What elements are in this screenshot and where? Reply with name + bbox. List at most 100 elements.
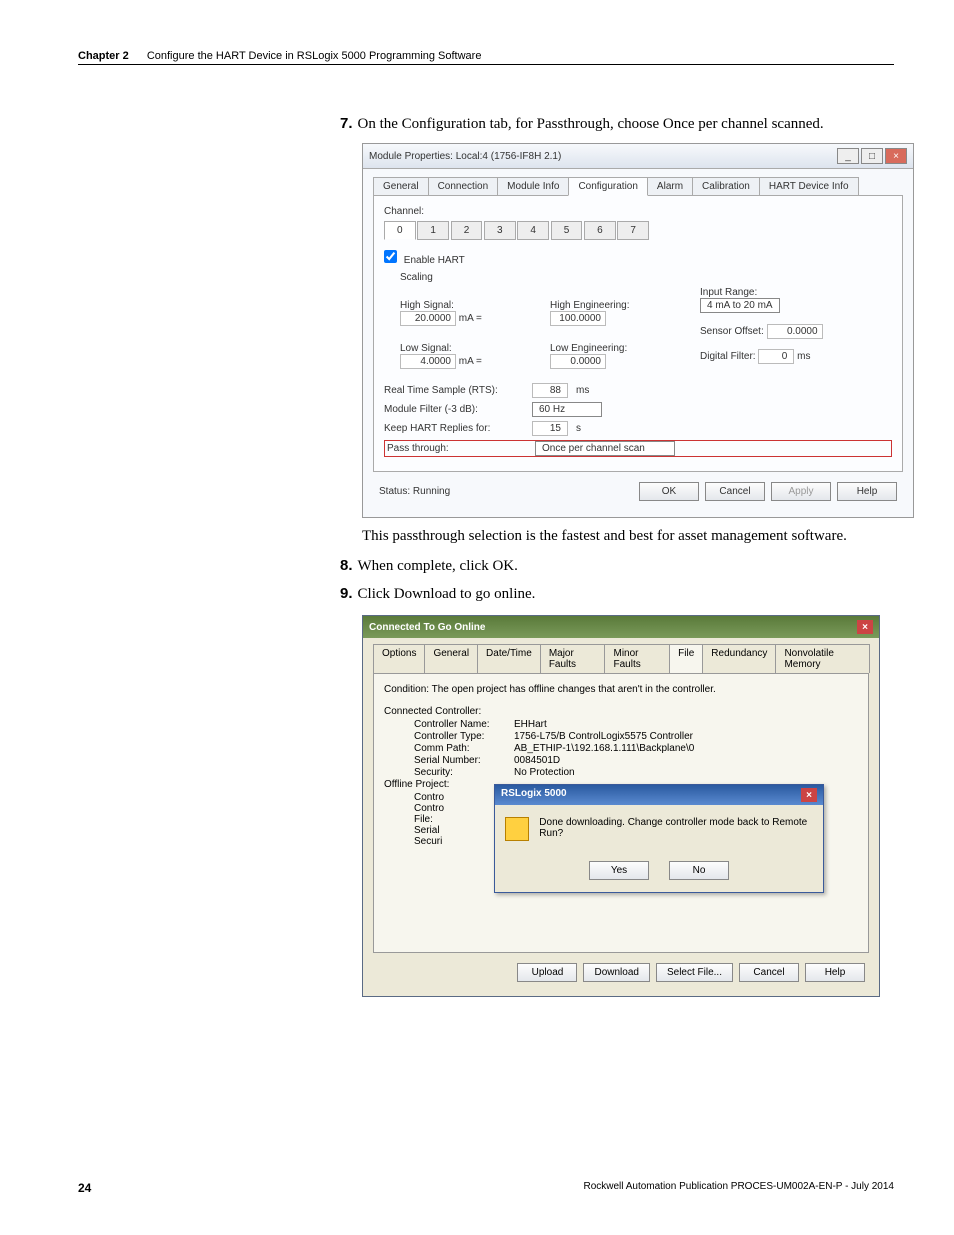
low-signal-input[interactable]: 4.0000	[400, 354, 456, 369]
step-9: 9.Click Download to go online.	[340, 585, 894, 603]
download-button[interactable]: Download	[583, 963, 649, 982]
content: 7. On the Configuration tab, for Passthro…	[340, 115, 894, 997]
tab-module-info[interactable]: Module Info	[497, 177, 569, 195]
serial-key: Serial Number:	[414, 755, 514, 766]
low-eng-input[interactable]: 0.0000	[550, 354, 606, 369]
close-button[interactable]: ×	[857, 620, 873, 634]
page-number: 24	[78, 1181, 91, 1195]
chapter-title: Configure the HART Device in RSLogix 500…	[147, 50, 482, 62]
tab-configuration[interactable]: Configuration	[568, 177, 647, 196]
window-controls: _ □ ×	[837, 148, 907, 164]
titlebar: Module Properties: Local:4 (1756-IF8H 2.…	[363, 144, 913, 169]
high-signal-label: High Signal:	[400, 300, 454, 311]
connected-info: Controller Name:EHHart Controller Type:1…	[414, 719, 858, 778]
paragraph: This passthrough selection is the fastes…	[362, 528, 894, 545]
upload-button[interactable]: Upload	[517, 963, 577, 982]
channel-3[interactable]: 3	[484, 221, 516, 240]
security-key: Security:	[414, 767, 514, 778]
module-properties-window: Module Properties: Local:4 (1756-IF8H 2.…	[362, 143, 914, 518]
input-range-select[interactable]: 4 mA to 20 mA	[700, 298, 780, 313]
digital-filter-input[interactable]: 0	[758, 349, 794, 364]
high-signal-input[interactable]: 20.0000	[400, 311, 456, 326]
help-button[interactable]: Help	[837, 482, 897, 501]
channel-6[interactable]: 6	[584, 221, 616, 240]
type-value: 1756-L75/B ControlLogix5575 Controller	[514, 731, 693, 742]
enable-hart-row: Enable HART	[384, 250, 892, 266]
channel-0[interactable]: 0	[384, 221, 416, 240]
rts-input[interactable]: 88	[532, 383, 568, 398]
tab-redundancy[interactable]: Redundancy	[702, 644, 776, 673]
msg-body: Done downloading. Change controller mode…	[495, 805, 823, 853]
connected-label: Connected Controller:	[384, 706, 858, 717]
keep-input[interactable]: 15	[532, 421, 568, 436]
tab-general[interactable]: General	[373, 177, 429, 195]
publication-id: Rockwell Automation Publication PROCES-U…	[583, 1181, 894, 1195]
channel-2[interactable]: 2	[451, 221, 483, 240]
rts-label: Real Time Sample (RTS):	[384, 385, 524, 396]
high-eng-input[interactable]: 100.0000	[550, 311, 606, 326]
enable-hart-checkbox[interactable]	[384, 250, 397, 263]
step-7: 7. On the Configuration tab, for Passthro…	[340, 115, 894, 133]
close-button[interactable]: ×	[885, 148, 907, 164]
cancel-button[interactable]: Cancel	[739, 963, 799, 982]
comm-key: Comm Path:	[414, 743, 514, 754]
chapter-label: Chapter 2	[78, 50, 129, 62]
tab-minor-faults[interactable]: Minor Faults	[604, 644, 670, 673]
status-text: Status: Running	[379, 486, 450, 497]
tab-file[interactable]: File	[669, 644, 703, 674]
window-title: Module Properties: Local:4 (1756-IF8H 2.…	[369, 151, 561, 162]
ok-button[interactable]: OK	[639, 482, 699, 501]
tab-options[interactable]: Options	[373, 644, 425, 673]
help-button[interactable]: Help	[805, 963, 865, 982]
tab-calibration[interactable]: Calibration	[692, 177, 760, 195]
type-key: Controller Type:	[414, 731, 514, 742]
config-pane: Channel: 0 1 2 3 4 5 6 7 Enable HART Sca…	[373, 196, 903, 472]
scaling-label: Scaling	[400, 272, 892, 283]
message-box: RSLogix 5000 × Done downloading. Change …	[494, 784, 824, 893]
window-title: Connected To Go Online	[369, 622, 485, 633]
tab-major-faults[interactable]: Major Faults	[540, 644, 606, 673]
step-text: When complete, click OK.	[358, 558, 518, 574]
step-text: On the Configuration tab, for Passthroug…	[358, 116, 824, 132]
dialog-footer: Upload Download Select File... Cancel He…	[373, 953, 869, 986]
yes-button[interactable]: Yes	[589, 861, 649, 880]
condition-text: The open project has offline changes tha…	[432, 684, 716, 695]
tab-connection[interactable]: Connection	[428, 177, 499, 195]
tab-general[interactable]: General	[424, 644, 478, 673]
titlebar: Connected To Go Online ×	[363, 616, 879, 638]
minimize-button[interactable]: _	[837, 148, 859, 164]
tab-nonvolatile[interactable]: Nonvolatile Memory	[775, 644, 870, 673]
passthrough-select[interactable]: Once per channel scan	[535, 441, 675, 456]
page-header: Chapter 2 Configure the HART Device in R…	[78, 50, 894, 65]
select-file-button[interactable]: Select File...	[656, 963, 733, 982]
digital-filter-unit: ms	[797, 351, 810, 362]
apply-button[interactable]: Apply	[771, 482, 831, 501]
channel-1[interactable]: 1	[417, 221, 449, 240]
comm-value: AB_ETHIP-1\192.168.1.111\Backplane\0	[514, 743, 694, 754]
security-value: No Protection	[514, 767, 575, 778]
cancel-button[interactable]: Cancel	[705, 482, 765, 501]
file-pane: Condition: The open project has offline …	[373, 673, 869, 953]
maximize-button[interactable]: □	[861, 148, 883, 164]
high-signal-unit: mA	[459, 313, 473, 324]
channel-5[interactable]: 5	[551, 221, 583, 240]
condition-label: Condition:	[384, 684, 429, 695]
name-value: EHHart	[514, 719, 547, 730]
tab-bar: Options General Date/Time Major Faults M…	[373, 644, 869, 673]
tab-hart-device-info[interactable]: HART Device Info	[759, 177, 859, 195]
step-number: 7.	[340, 115, 353, 132]
low-signal-label: Low Signal:	[400, 343, 452, 354]
channel-7[interactable]: 7	[617, 221, 649, 240]
module-filter-select[interactable]: 60 Hz	[532, 402, 602, 417]
channel-4[interactable]: 4	[517, 221, 549, 240]
tab-alarm[interactable]: Alarm	[647, 177, 693, 195]
no-button[interactable]: No	[669, 861, 729, 880]
msg-close-button[interactable]: ×	[801, 788, 817, 802]
keep-unit: s	[576, 423, 581, 434]
sensor-offset-input[interactable]: 0.0000	[767, 324, 823, 339]
digital-filter-label: Digital Filter:	[700, 351, 756, 362]
tab-datetime[interactable]: Date/Time	[477, 644, 541, 673]
tab-bar: General Connection Module Info Configura…	[373, 177, 903, 196]
serial-value: 0084501D	[514, 755, 560, 766]
dialog-footer: Status: Running OK Cancel Apply Help	[373, 472, 903, 507]
